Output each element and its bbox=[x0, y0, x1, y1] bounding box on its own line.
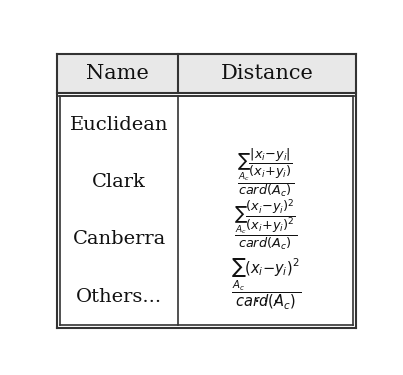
Text: Clark: Clark bbox=[92, 173, 146, 191]
Text: $\dfrac{\sum_{A_c}\dfrac{(x_i{-}y_i)^2}{(x_i{+}y_i)^2}}{card(A_c)}$: $\dfrac{\sum_{A_c}\dfrac{(x_i{-}y_i)^2}{… bbox=[234, 198, 298, 253]
Text: Canberra: Canberra bbox=[73, 230, 166, 248]
Text: Euclidean: Euclidean bbox=[70, 116, 168, 134]
Bar bbox=[56, 54, 356, 93]
Text: $...$: $...$ bbox=[253, 287, 279, 306]
Text: Name: Name bbox=[86, 64, 149, 82]
Text: Distance: Distance bbox=[221, 64, 314, 82]
Text: Others...: Others... bbox=[76, 288, 162, 306]
Text: $\dfrac{\sum_{A_c}\dfrac{|x_i{-}y_i|}{(x_i{+}y_i)}}{card(A_c)}$: $\dfrac{\sum_{A_c}\dfrac{|x_i{-}y_i|}{(x… bbox=[237, 146, 295, 199]
Text: $\dfrac{\sum_{A_c}(x_i{-}y_i)^2}{card(A_c)}$: $\dfrac{\sum_{A_c}(x_i{-}y_i)^2}{card(A_… bbox=[231, 256, 301, 312]
